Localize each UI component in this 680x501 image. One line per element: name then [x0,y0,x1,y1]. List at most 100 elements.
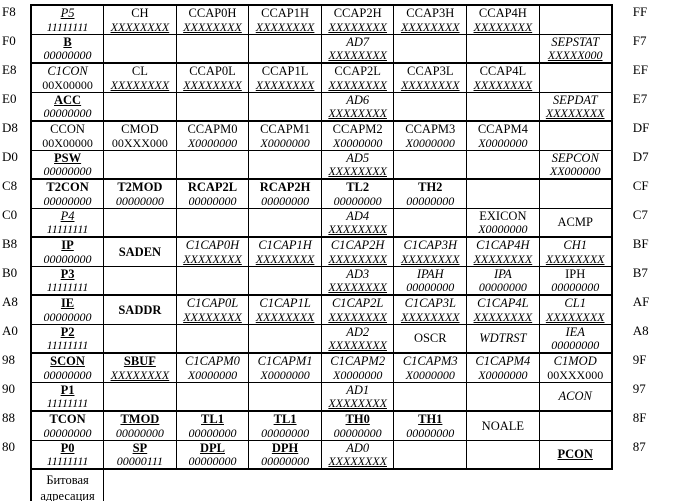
register-name: CL [131,64,148,78]
register-reset-value: 00000000 [478,280,527,294]
sfr-cell-p0: P0 11111111 [30,439,105,470]
register-name: SEPSTAT [551,34,600,49]
register-name: TMOD [120,412,160,426]
sfr-row-90: 90 P1 11111111 AD1 XXXXXXXX ACON 97 [0,381,680,412]
register-reset-value: 00000000 [115,193,164,208]
register-name: C1CAP4L [477,296,529,310]
register-reset-value: 00000000 [43,164,92,178]
row-address-right: F7 [632,33,647,48]
sfr-cell-ad2: AD2 XXXXXXXX [320,323,395,354]
sfr-cell-empty [248,323,322,354]
register-reset-value: 11111111 [46,19,89,34]
sfr-cell-cl: CL XXXXXXXX [103,62,177,93]
register-reset-value: XXXXXXXX [328,454,387,468]
register-reset-value: X0000000 [187,367,238,382]
sfr-row-c0: C0 P4 11111111 AD4 XXXXXXXX EXICON X0000000 ACM… [0,207,680,238]
sfr-cell-empty [248,33,322,64]
register-name: PSW [54,150,82,165]
sfr-cell-acc: ACC 00000000 [30,91,105,122]
register-name: C1CAP2H [330,238,385,252]
sfr-cell-c1cap2l: C1CAP2L XXXXXXXX [320,294,395,325]
sfr-cell-empty [248,381,322,412]
sfr-cell-empty [248,91,322,122]
row-address-right: AF [632,294,650,309]
register-reset-value: XXXXXXXX [400,251,460,266]
register-name: C1CAPM1 [257,354,313,368]
sfr-cell-pcon: PCON [538,439,613,470]
register-name: T2CON [46,180,89,194]
register-reset-value: 00000000 [261,454,310,468]
sfr-cell-p5: P5 11111111 [30,4,105,35]
register-reset-value: XXXXXXXX [473,77,533,92]
register-reset-value: XXXXXXXX [183,309,242,324]
sfr-register-table: F8 P5 11111111 CH XXXXXXXX CCAP0H XXXXXXXX CCAP… [0,4,680,501]
sfr-cell-c1cap2h: C1CAP2H XXXXXXXX [320,236,395,267]
register-reset-value: 11111111 [46,454,89,468]
register-name: C1CAP3H [403,238,457,252]
register-name: TL1 [273,412,297,426]
register-name: ACON [558,389,592,403]
sfr-cell-empty [538,62,613,93]
register-reset-value: XXXXXXXX [255,77,315,92]
register-reset-value: X0000000 [478,222,528,236]
sfr-cell-empty [466,178,540,209]
register-reset-value: XXXXXXXX [328,222,387,236]
row-address-left: B8 [2,236,18,251]
sfr-cell-empty [466,149,540,180]
sfr-cell-wdtrst: WDTRST [466,323,540,354]
sfr-cell-t2mod: T2MOD 00000000 [103,178,177,209]
sfr-cell-th1: TH1 00000000 [393,410,468,441]
sfr-cell-empty [538,120,613,151]
row-address-left: F0 [2,33,16,48]
register-name: CCAPM1 [260,122,311,136]
sfr-cell-c1cap1l: C1CAP1L XXXXXXXX [248,294,322,325]
register-reset-value: 00000000 [333,193,382,208]
register-name: CCAP1H [261,6,310,20]
register-reset-value: XXXXXXXX [183,19,242,34]
register-name: IPA [493,266,512,281]
sfr-cell-empty [103,381,177,412]
sfr-cell-empty [175,91,250,122]
register-reset-value: X0000000 [478,135,528,150]
register-reset-value: 00000000 [406,425,455,440]
sfr-cell-empty [466,439,540,470]
sfr-cell-empty [393,439,468,470]
sfr-cell-empty [248,149,322,180]
sfr-cell-ccap2l: CCAP2L XXXXXXXX [320,62,395,93]
row-address-right: 97 [632,381,646,396]
sfr-cell-ad0: AD0 XXXXXXXX [320,439,395,470]
sfr-cell-empty [175,149,250,180]
row-address-left: 88 [2,410,15,425]
sfr-cell-sepstat: SEPSTAT XXXXX000 [538,33,613,64]
sfr-cell-c1con: C1CON 00X00000 [30,62,105,93]
row-address-right: EF [632,62,648,77]
sfr-cell-c1capm4: C1CAPM4 X0000000 [466,352,540,383]
register-name: CCON [50,122,85,136]
sfr-cell-ch1: CH1 XXXXXXXX [538,236,613,267]
register-name: CCAP4H [478,6,527,20]
sfr-cell-empty [466,33,540,64]
register-reset-value: X0000000 [333,367,383,382]
register-reset-value: X0000000 [187,135,238,150]
register-name: CCAP0L [189,64,236,78]
sfr-cell-c1cap3h: C1CAP3H XXXXXXXX [393,236,468,267]
register-reset-value: XXXXXXXX [545,309,605,324]
sfr-cell-empty [175,265,250,296]
sfr-cell-c1cap4h: C1CAP4H XXXXXXXX [466,236,540,267]
sfr-cell-sbuf: SBUF XXXXXXXX [103,352,177,383]
sfr-cell-empty [393,91,468,122]
row-address-right: E7 [632,91,648,106]
register-reset-value: XXXXXXXX [255,251,315,266]
register-reset-value: XXXXXXXX [183,251,242,266]
sfr-cell-rcap2l: RCAP2L 00000000 [175,178,250,209]
register-reset-value: XXXXXXXX [110,19,170,34]
register-name: CL1 [564,296,586,310]
register-reset-value: XXXXXXXX [473,19,533,34]
register-name: TL2 [346,180,370,194]
register-reset-value: X0000000 [478,367,528,382]
row-address-right: B7 [632,265,648,280]
row-address-right: 9F [632,352,647,367]
sfr-cell-c1capm2: C1CAPM2 X0000000 [320,352,395,383]
register-reset-value: 00000000 [551,280,600,294]
